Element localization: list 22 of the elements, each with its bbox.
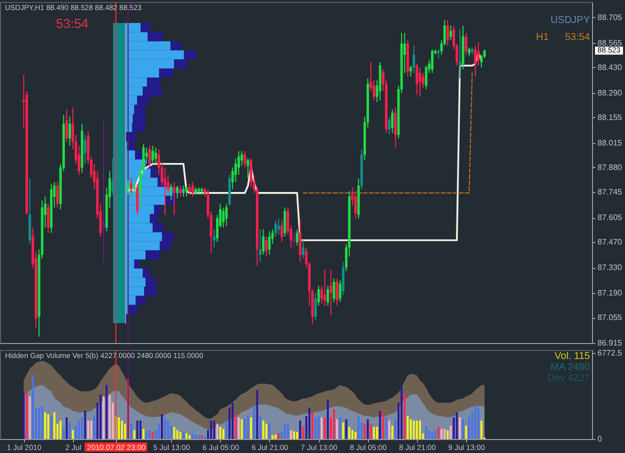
y-tick-label: 88.705 xyxy=(598,12,623,22)
y-tick-label: 86.915 xyxy=(598,338,623,348)
text: Vol. 115 xyxy=(554,351,590,362)
y-tick-label: 87.055 xyxy=(598,313,623,322)
y-tick-label: 88.015 xyxy=(598,138,623,148)
y-tick-label: 88.290 xyxy=(598,88,623,98)
text: H1 xyxy=(536,32,550,43)
y-tick-label: 87.880 xyxy=(598,163,623,172)
y-tick-label: 88.565 xyxy=(598,38,623,48)
y-tick-label: 88.155 xyxy=(598,112,623,122)
y-tick-label: 0 xyxy=(598,434,602,444)
y-tick-label: 87.745 xyxy=(598,188,623,197)
annotation: 53:54 xyxy=(56,16,89,31)
text: 53:54 xyxy=(564,32,590,43)
text: MA 2480 xyxy=(550,362,590,373)
text: USDJPY xyxy=(550,15,590,26)
y-tick-label: 87.190 xyxy=(598,288,623,298)
y-tick-label: 87.330 xyxy=(598,263,623,272)
y-tick-label: 6772.5 xyxy=(598,348,623,358)
y-tick-label: 87.470 xyxy=(598,238,623,247)
y-tick-label: 87.605 xyxy=(598,213,623,222)
y-tick-label: 88.430 xyxy=(598,62,623,72)
